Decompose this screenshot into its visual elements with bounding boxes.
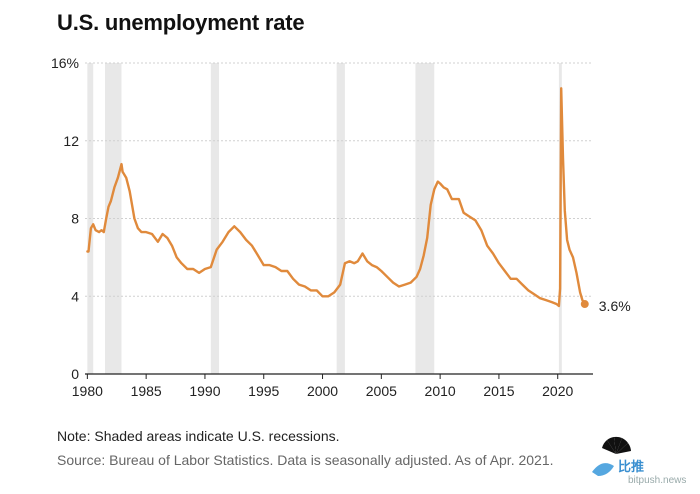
x-tick-label: 2015 xyxy=(483,383,514,399)
end-point xyxy=(580,300,589,309)
grid-lines xyxy=(85,62,593,375)
y-tick-label: 0 xyxy=(71,366,79,382)
note-text: Note: Shaded areas indicate U.S. recessi… xyxy=(57,428,340,444)
nbc-peacock-icon xyxy=(592,436,631,476)
x-tick-label: 2000 xyxy=(307,383,338,399)
source-text: Source: Bureau of Labor Statistics. Data… xyxy=(57,452,554,468)
chart-title: U.S. unemployment rate xyxy=(57,10,305,35)
recession-band xyxy=(336,63,345,374)
y-tick-label: 8 xyxy=(71,211,79,227)
unemployment-chart: 0 4 8 12 16% 1980 1985 1990 1995 2000 2005 2010 201… xyxy=(51,55,631,399)
x-tick-label: 1985 xyxy=(131,383,162,399)
y-tick-label: 12 xyxy=(63,133,79,149)
end-marker: 3.6% xyxy=(580,298,631,314)
x-tick-label: 1990 xyxy=(189,383,220,399)
series-layer xyxy=(86,87,586,308)
series-line xyxy=(86,87,586,308)
y-tick-label: 16% xyxy=(51,55,79,71)
x-tick-label: 2005 xyxy=(366,383,397,399)
y-tick-label: 4 xyxy=(71,288,79,304)
x-tick-label: 1980 xyxy=(72,383,103,399)
x-axis-ticks: 1980 1985 1990 1995 2000 2005 2010 2015 2020 xyxy=(72,374,574,399)
watermark-text: 比推 xyxy=(618,459,645,474)
end-value-label: 3.6% xyxy=(599,298,631,314)
x-tick-label: 1995 xyxy=(248,383,279,399)
watermark-sub: bitpush.news xyxy=(628,475,687,486)
y-axis-ticks: 0 4 8 12 16% xyxy=(51,55,79,382)
x-tick-label: 2020 xyxy=(542,383,573,399)
x-tick-label: 2010 xyxy=(425,383,456,399)
